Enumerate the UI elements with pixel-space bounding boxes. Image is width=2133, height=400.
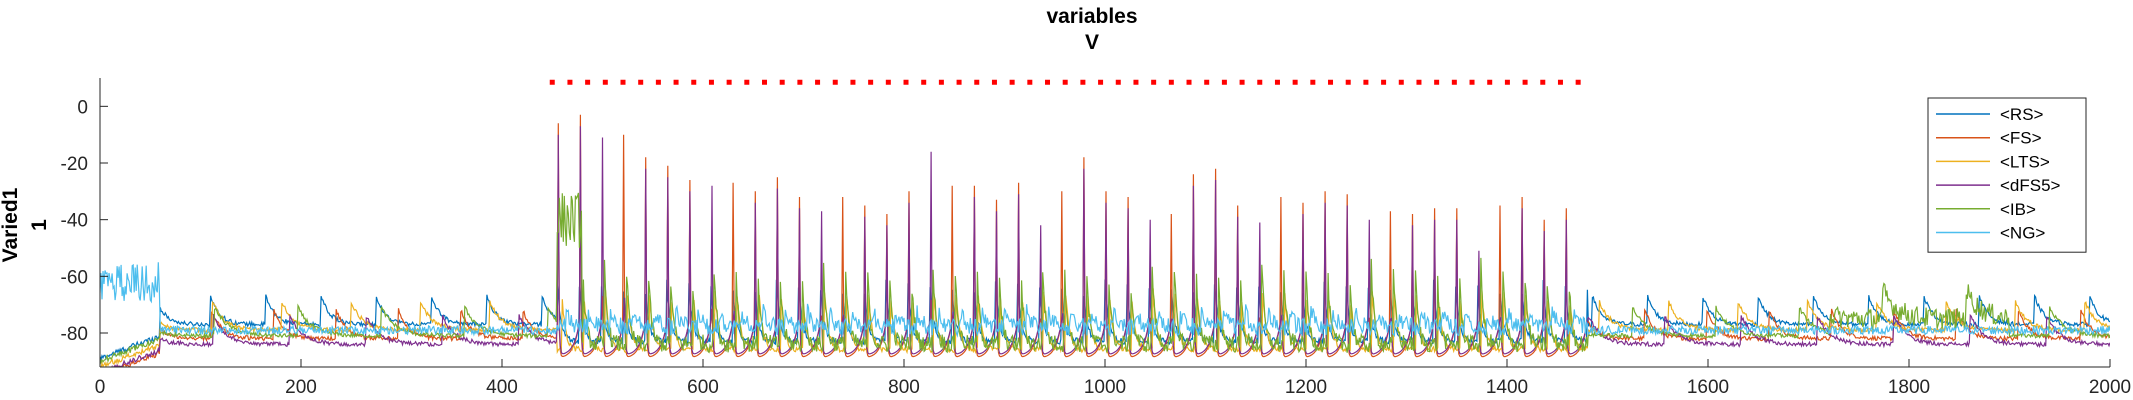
stimulus-dot [726, 79, 732, 85]
x-tick-label: 400 [486, 377, 518, 398]
chart-title: variables [1046, 5, 1137, 28]
stimulus-marker [549, 79, 1581, 85]
stimulus-dot [1292, 79, 1298, 85]
y-tick-label: -80 [61, 324, 88, 345]
legend-label: <FS> [2000, 129, 2042, 148]
chart-subtitle: V [1085, 31, 1099, 54]
stimulus-dot [1257, 79, 1263, 85]
legend-label: <LTS> [2000, 152, 2050, 171]
stimulus-dot [1310, 79, 1316, 85]
stimulus-dot [762, 79, 768, 85]
stimulus-dot [974, 79, 980, 85]
stimulus-dot [708, 79, 714, 85]
series-line-ib [100, 192, 2110, 365]
legend-label: <dFS5> [2000, 176, 2061, 195]
stimulus-dot [1434, 79, 1440, 85]
stimulus-dot [744, 79, 750, 85]
stimulus-dot [567, 79, 573, 85]
x-tick-label: 800 [888, 377, 920, 398]
stimulus-dot [691, 79, 697, 85]
plot-area [100, 114, 2110, 367]
stimulus-dot [1186, 79, 1192, 85]
x-tick-label: 1600 [1687, 377, 1729, 398]
series-line-fs [111, 114, 2110, 367]
series-line-ng [100, 262, 2110, 338]
y-axis-label-line2: 1 [28, 219, 51, 231]
x-tick-label: 200 [285, 377, 317, 398]
legend-label: <RS> [2000, 105, 2044, 124]
stimulus-dot [1416, 79, 1422, 85]
stimulus-dot [1151, 79, 1157, 85]
stimulus-dot [1204, 79, 1210, 85]
stimulus-dot [1451, 79, 1457, 85]
y-tick-label: -40 [61, 211, 88, 232]
stimulus-dot [850, 79, 856, 85]
stimulus-dot [1133, 79, 1139, 85]
x-tick-label: 1200 [1285, 377, 1327, 398]
y-tick-label: -20 [61, 154, 88, 175]
legend: <RS> <FS> <LTS> <dFS5> <IB> <NG> [1927, 97, 2087, 253]
stimulus-dot [938, 79, 944, 85]
stimulus-dot [815, 79, 821, 85]
stimulus-dot [620, 79, 626, 85]
stimulus-dot [655, 79, 661, 85]
stimulus-dot [1487, 79, 1493, 85]
stimulus-dot [868, 79, 874, 85]
axes: 0 200 400 600 800 1000 1200 1400 1600 1800 2000 0 -2… [61, 78, 2131, 398]
stimulus-dot [1239, 79, 1245, 85]
stimulus-dot [797, 79, 803, 85]
legend-label: <NG> [2000, 224, 2045, 243]
stimulus-dot [1469, 79, 1475, 85]
stimulus-dot [1345, 79, 1351, 85]
stimulus-dot [1115, 79, 1121, 85]
stimulus-dot [1522, 79, 1528, 85]
stimulus-dot [1398, 79, 1404, 85]
x-tick-label: 1400 [1486, 377, 1528, 398]
stimulus-dot [1009, 79, 1015, 85]
x-tick-label: 0 [95, 377, 106, 398]
legend-box [1927, 97, 2087, 253]
stimulus-dot [1575, 79, 1581, 85]
stimulus-dot [1045, 79, 1051, 85]
y-axis-label-line1: Varied1 [0, 187, 22, 262]
stimulus-dot [549, 79, 555, 85]
stimulus-dot [1504, 79, 1510, 85]
stimulus-dot [1363, 79, 1369, 85]
stimulus-dot [921, 79, 927, 85]
stimulus-dot [1557, 79, 1563, 85]
stimulus-dot [585, 79, 591, 85]
stimulus-dot [1328, 79, 1334, 85]
x-tick-label: 600 [687, 377, 719, 398]
stimulus-dot [1080, 79, 1086, 85]
stimulus-dot [602, 79, 608, 85]
stimulus-dot [1381, 79, 1387, 85]
y-tick-label: -60 [61, 267, 88, 288]
x-tick-label: 2000 [2089, 377, 2131, 398]
stimulus-dot [1027, 79, 1033, 85]
y-tick-label: 0 [77, 97, 88, 118]
stimulus-dot [673, 79, 679, 85]
stimulus-dot [1540, 79, 1546, 85]
stimulus-dot [638, 79, 644, 85]
x-tick-label: 1000 [1084, 377, 1126, 398]
stimulus-dot [991, 79, 997, 85]
stimulus-dot [885, 79, 891, 85]
x-tick-label: 1800 [1888, 377, 1930, 398]
stimulus-dot [1098, 79, 1104, 85]
stimulus-dot [956, 79, 962, 85]
stimulus-dot [903, 79, 909, 85]
legend-label: <IB> [2000, 200, 2036, 219]
stimulus-dot [832, 79, 838, 85]
stimulus-dot [779, 79, 785, 85]
stimulus-dot [1221, 79, 1227, 85]
stimulus-dot [1168, 79, 1174, 85]
stimulus-dot [1274, 79, 1280, 85]
stimulus-dot [1062, 79, 1068, 85]
